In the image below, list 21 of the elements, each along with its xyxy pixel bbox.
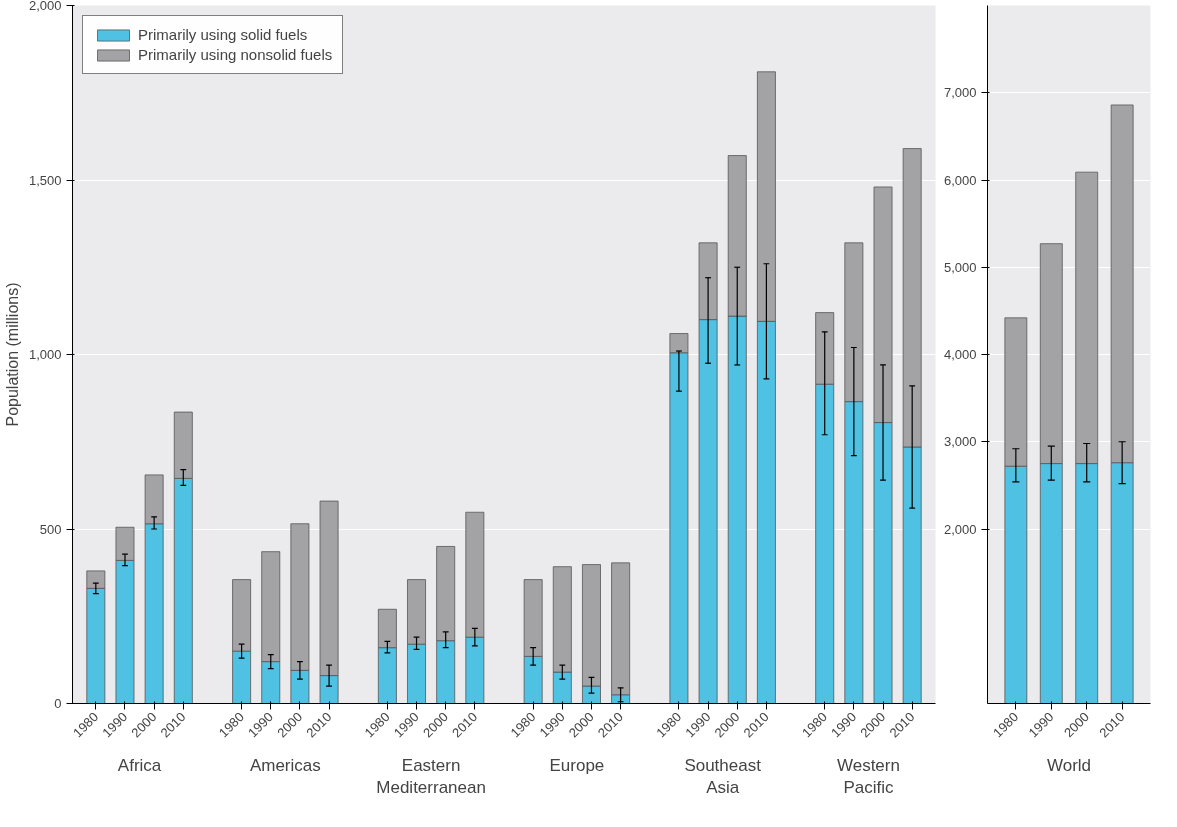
y-tick-label: 1,500	[28, 172, 62, 188]
y-tick-label: 500	[39, 521, 62, 537]
text: Western Pacific	[836, 755, 900, 798]
text: Americas	[249, 755, 321, 775]
y-tick-label: 0	[54, 696, 62, 711]
text: World	[1046, 755, 1092, 775]
y-tick-label: 6,000	[943, 172, 977, 188]
y-tick-label: 1,000	[28, 347, 62, 362]
y-tick-label: 2,000	[28, 0, 62, 13]
y-tick-label: 7,000	[943, 85, 977, 101]
y-tick-label: 3,000	[943, 434, 977, 450]
y-tick-label: 4,000	[943, 347, 977, 362]
legend-label: Primarily using solid fuels	[138, 26, 308, 43]
text: Southeast Asia	[684, 755, 762, 798]
text: Eastern Mediterranean	[376, 755, 486, 798]
legend-label: Primarily using nonsolid fuels	[138, 46, 333, 63]
y-tick-label: 2,000	[943, 521, 977, 537]
text: Europe	[549, 755, 605, 775]
y-axis-title: Population (millions)	[3, 282, 21, 427]
text: Africa	[117, 755, 162, 775]
y-tick-label: 5,000	[943, 259, 977, 275]
